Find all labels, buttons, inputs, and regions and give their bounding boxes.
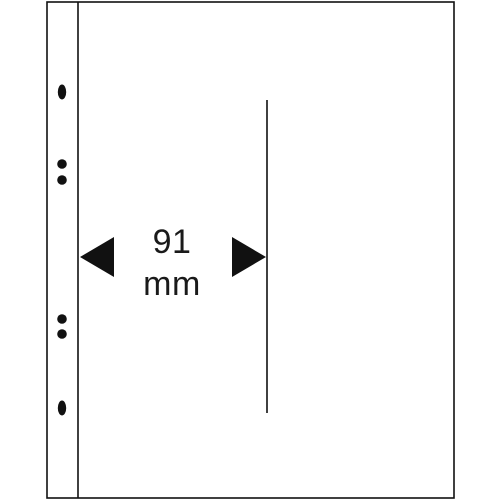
hole-slot-bottom [57,400,67,416]
hole-slot-top [57,84,67,100]
dimension-arrow-right [232,237,266,277]
dimension-arrow-left [80,237,114,277]
dimension-value: 91 [152,223,192,261]
hole-upper-2 [57,175,67,185]
hole-lower-2 [57,329,67,339]
hole-upper-1 [57,159,67,169]
dimension-unit: mm [143,265,201,303]
hole-lower-1 [57,314,67,324]
